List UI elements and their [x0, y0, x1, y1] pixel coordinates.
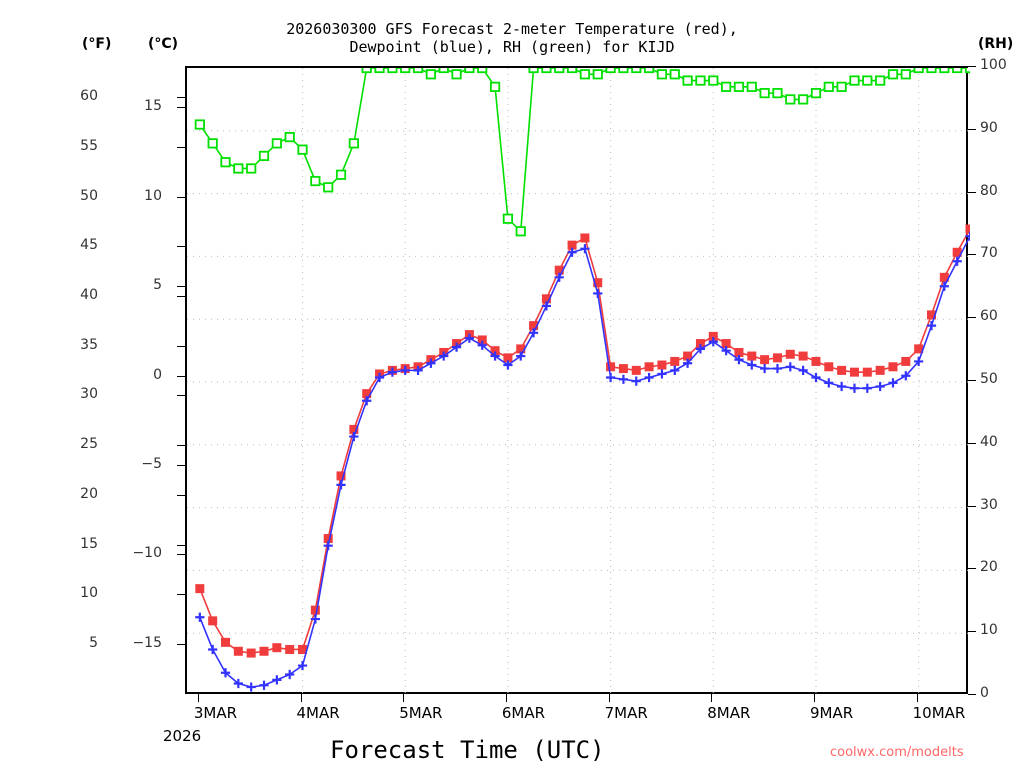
tick-mark	[177, 395, 185, 397]
ytick-f-50: 50	[80, 187, 98, 204]
ytick-rh-70: 70	[980, 245, 998, 262]
ytick-rh-0: 0	[980, 685, 989, 701]
tick-mark	[177, 494, 185, 496]
tick-mark	[177, 246, 185, 248]
tick-mark	[197, 694, 199, 702]
tick-mark	[177, 445, 185, 447]
xtick-7mar: 7MAR	[604, 704, 648, 722]
tick-mark	[968, 505, 976, 507]
ytick-rh-20: 20	[980, 559, 998, 576]
ytick-f-25: 25	[80, 436, 98, 453]
ytick-f-35: 35	[80, 336, 98, 353]
ytick-f-55: 55	[80, 137, 98, 154]
tick-mark	[968, 380, 976, 381]
tick-mark	[968, 442, 976, 444]
tick-mark	[177, 643, 185, 645]
tick-mark	[968, 568, 976, 570]
xaxis-title: Forecast Time (UTC)	[330, 736, 605, 764]
series-dewpoint	[195, 231, 970, 692]
tick-mark	[177, 554, 185, 556]
ytick-c-15: 15	[144, 98, 162, 115]
axis-label-celsius: (°C)	[148, 36, 179, 52]
series-rh	[194, 68, 970, 237]
tick-mark	[177, 296, 185, 297]
chart-title-line1: 2026030300 GFS Forecast 2-meter Temperat…	[286, 20, 738, 38]
ytick-rh-90: 90	[980, 119, 998, 136]
tick-mark	[177, 97, 185, 99]
tick-mark	[711, 694, 713, 702]
tick-mark	[608, 694, 610, 702]
ytick-rh-100: 100	[980, 57, 1007, 73]
axis-label-fahrenheit: (°F)	[82, 36, 112, 52]
watermark-link[interactable]: coolwx.com/modelts	[830, 745, 964, 760]
xtick-8mar: 8MAR	[707, 704, 751, 722]
xaxis-year-label: 2026	[163, 727, 202, 745]
ytick-rh-40: 40	[980, 433, 998, 450]
tick-mark	[968, 254, 976, 256]
tick-mark	[177, 594, 185, 596]
ytick-c--10: −10	[132, 545, 162, 562]
tick-mark	[968, 66, 976, 67]
tick-mark	[177, 286, 185, 288]
ytick-f-15: 15	[80, 535, 98, 552]
ytick-f-60: 60	[80, 88, 98, 105]
ytick-f-40: 40	[80, 287, 98, 303]
xtick-4mar: 4MAR	[296, 704, 340, 722]
ytick-c-5: 5	[153, 277, 162, 294]
ytick-f-30: 30	[80, 386, 98, 403]
ytick-c-0: 0	[153, 366, 162, 383]
ytick-rh-80: 80	[980, 182, 998, 199]
ytick-rh-50: 50	[980, 371, 998, 387]
ytick-rh-60: 60	[980, 308, 998, 325]
tick-mark	[300, 694, 302, 702]
gridlines	[187, 68, 970, 696]
ytick-f-10: 10	[80, 585, 98, 602]
ytick-c--5: −5	[141, 455, 162, 472]
tick-mark	[968, 694, 976, 695]
tick-mark	[968, 191, 976, 193]
chart-title-line2: Dewpoint (blue), RH (green) for KIJD	[349, 38, 675, 56]
tick-mark	[177, 196, 185, 198]
ytick-f-5: 5	[89, 634, 98, 651]
series-temperature	[195, 224, 970, 658]
tick-mark	[177, 345, 185, 347]
tick-mark	[505, 694, 507, 702]
tick-mark	[177, 464, 185, 466]
xtick-6mar: 6MAR	[501, 704, 546, 722]
tick-mark	[177, 146, 185, 148]
xtick-9mar: 9MAR	[809, 704, 854, 722]
tick-mark	[177, 107, 185, 109]
tick-mark	[968, 631, 976, 633]
ytick-rh-10: 10	[980, 622, 998, 639]
tick-mark	[916, 694, 918, 702]
xtick-5mar: 5MAR	[399, 704, 443, 722]
ytick-f-20: 20	[80, 485, 98, 502]
tick-mark	[403, 694, 405, 702]
axis-label-rh: (RH)	[978, 36, 1014, 52]
ytick-c--15: −15	[132, 634, 162, 651]
chart-canvas	[187, 68, 970, 696]
xtick-3mar: 3MAR	[193, 704, 237, 722]
tick-mark	[968, 317, 976, 319]
xtick-10mar: 10MAR	[912, 704, 966, 722]
ytick-f-45: 45	[80, 237, 98, 254]
tick-mark	[968, 128, 976, 130]
tick-mark	[813, 694, 815, 702]
tick-mark	[177, 544, 185, 546]
ytick-rh-30: 30	[980, 496, 998, 513]
plot-area	[185, 66, 970, 696]
ytick-c-10: 10	[144, 187, 162, 204]
tick-mark	[177, 375, 185, 377]
